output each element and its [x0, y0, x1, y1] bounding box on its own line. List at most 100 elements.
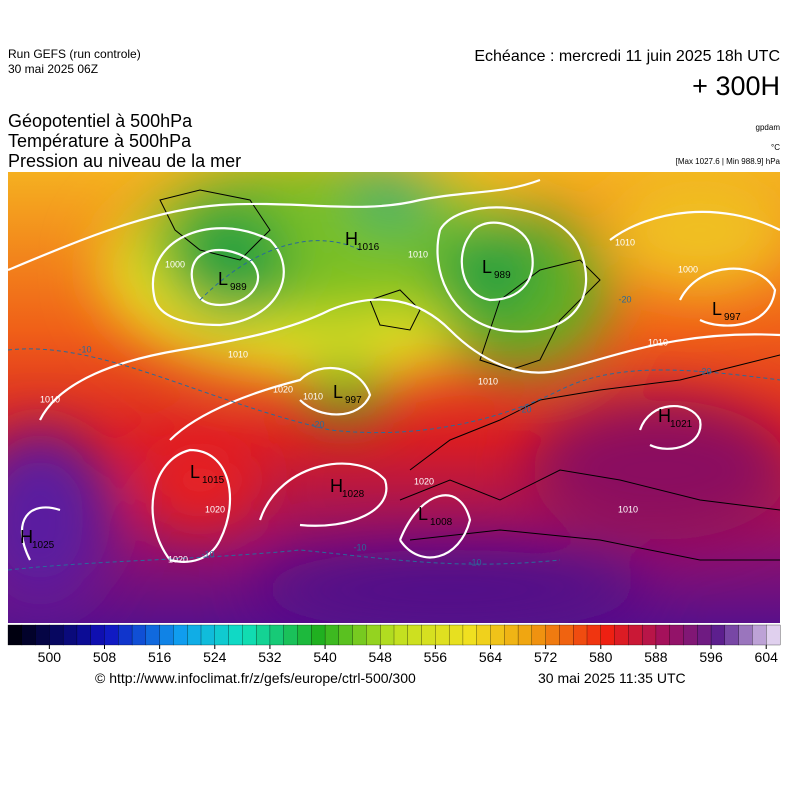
colorbar-swatch — [159, 624, 174, 646]
contour-label: 1010 — [615, 237, 635, 247]
colorbar-swatch — [724, 624, 740, 646]
center-letter: L — [333, 382, 343, 402]
colorbar-swatch — [738, 624, 753, 646]
colorbar-swatch — [173, 624, 188, 646]
colorbar-tick-label: 572 — [534, 649, 558, 665]
center-value: 1016 — [357, 242, 380, 253]
colorbar-swatch — [311, 624, 326, 646]
field-unit: [Max 1027.6 | Min 988.9] hPa — [676, 157, 781, 166]
colorbar-tick-label: 604 — [755, 649, 779, 665]
colorbar-swatch — [21, 624, 37, 646]
field-unit: gpdam — [756, 123, 781, 132]
colorbar-swatch — [35, 624, 50, 646]
colorbar-swatch — [255, 624, 271, 646]
contour-label: -10 — [468, 557, 481, 567]
colorbar-swatch — [504, 624, 519, 646]
run-name: Run GEFS (run controle) — [8, 47, 141, 61]
contour-label: 1010 — [618, 504, 638, 514]
colorbar-swatch — [214, 624, 230, 646]
colorbar-swatch — [145, 624, 161, 646]
source-url: © http://www.infoclimat.fr/z/gefs/europe… — [95, 670, 416, 686]
map — [8, 172, 780, 623]
colorbar-tick-label: 540 — [313, 649, 337, 665]
center-value: 1028 — [342, 489, 365, 500]
colorbar-tick-label: 508 — [93, 649, 117, 665]
colorbar-swatch — [683, 624, 698, 646]
contour-label: -20 — [518, 404, 531, 414]
center-value: 997 — [345, 395, 362, 406]
contour-label: 1000 — [165, 259, 185, 269]
center-letter: L — [190, 462, 200, 482]
colorbar-tick-label: 596 — [699, 649, 723, 665]
colorbar-swatch — [476, 624, 491, 646]
colorbar-swatch — [380, 624, 395, 646]
contour-label: -20 — [311, 419, 324, 429]
colorbar-swatch — [600, 624, 616, 646]
colorbar-swatch — [393, 624, 409, 646]
run-date: 30 mai 2025 06Z — [8, 62, 98, 76]
contour-label: 1010 — [40, 394, 60, 404]
colorbar-swatch — [324, 624, 340, 646]
field-unit: °C — [771, 143, 780, 152]
contour-label: -10 — [201, 549, 214, 559]
colorbar-swatch — [49, 624, 64, 646]
colorbar-swatch — [228, 624, 243, 646]
contour-label: 1010 — [303, 391, 323, 401]
colorbar-swatch — [766, 624, 781, 646]
center-letter: H — [345, 229, 358, 249]
colorbar-swatch — [573, 624, 588, 646]
colorbar-tick-label: 524 — [203, 649, 227, 665]
contour-label: -10 — [353, 542, 366, 552]
field-name: Pression au niveau de la mer — [8, 151, 241, 171]
contour-label: 1010 — [408, 249, 428, 259]
colorbar-tick-label: 588 — [644, 649, 668, 665]
colorbar-swatch — [490, 624, 505, 646]
colorbar-swatch — [104, 624, 119, 646]
colorbar-tick-label: 500 — [38, 649, 62, 665]
colorbar-swatch — [628, 624, 643, 646]
colorbar-swatch — [200, 624, 216, 646]
contour-label: 1020 — [414, 476, 434, 486]
colorbar-swatch — [338, 624, 354, 646]
contour-label: 1020 — [168, 554, 188, 564]
center-value: 1015 — [202, 475, 225, 486]
center-value: 997 — [724, 312, 741, 323]
valid-time: Echéance : mercredi 11 juin 2025 18h UTC — [474, 48, 780, 65]
colorbar-swatch — [283, 624, 298, 646]
center-value: 1021 — [670, 419, 693, 430]
colorbar-swatch — [90, 624, 105, 646]
colorbar-swatch — [76, 624, 92, 646]
center-value: 989 — [494, 270, 511, 281]
contour-label: 1010 — [478, 376, 498, 386]
contour-label: 1010 — [648, 337, 668, 347]
center-letter: L — [218, 269, 228, 289]
colorbar-tick-label: 564 — [479, 649, 503, 665]
colorbar-swatch — [531, 624, 547, 646]
center-letter: L — [712, 299, 722, 319]
center-letter: H — [20, 527, 33, 547]
center-value: 1025 — [32, 540, 55, 551]
contour-label: 1020 — [205, 504, 225, 514]
colorbar-swatch — [187, 624, 202, 646]
colorbar-swatch — [118, 624, 133, 646]
colorbar-swatch — [614, 624, 629, 646]
colorbar-swatch — [545, 624, 560, 646]
center-letter: L — [418, 504, 428, 524]
colorbar-swatch — [62, 624, 78, 646]
colorbar-swatch — [7, 624, 23, 646]
colorbar-tick-label: 556 — [424, 649, 448, 665]
colorbar-swatch — [366, 624, 381, 646]
colorbar-tick-label: 516 — [148, 649, 172, 665]
colorbar-tick-label: 548 — [369, 649, 393, 665]
contour-label: -20 — [618, 294, 631, 304]
center-letter: L — [482, 257, 492, 277]
colorbar-swatch — [586, 624, 602, 646]
colorbar-swatch — [559, 624, 574, 646]
colorbar-swatch — [297, 624, 312, 646]
contour-label: -20 — [698, 366, 711, 376]
colorbar-swatch — [421, 624, 436, 646]
colorbar-tick-label: 580 — [589, 649, 613, 665]
center-value: 989 — [230, 282, 247, 293]
colorbar-swatch — [462, 624, 478, 646]
